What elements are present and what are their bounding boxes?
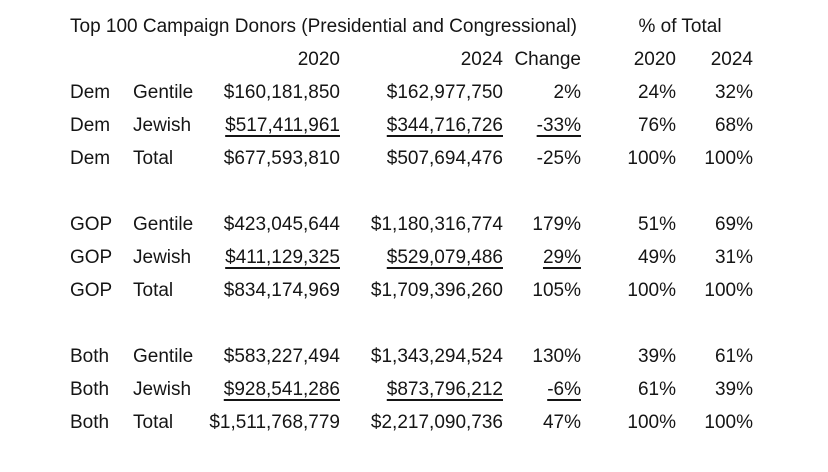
amount-2020-cell: $583,227,494 [223,346,340,367]
pct-2020-cell: 61% [637,379,676,400]
table-row-dem-total: Dem Total $677,593,810 $507,694,476 -25%… [70,142,753,175]
pct-of-total-header: % of Total [638,16,722,37]
amount-2020-cell: $834,174,969 [223,280,340,301]
pct-2020-cell: 49% [637,247,676,268]
underlined-value: 29% [542,247,581,268]
amount-2024-cell: $529,079,486 [340,241,503,274]
pct-2024-cell: 100% [704,148,753,169]
group-header-blank [133,43,203,76]
amount-2020-cell: $423,045,644 [223,214,340,235]
table-row-dem-jewish: Dem Jewish $517,411,961 $344,716,726 -33… [70,109,753,142]
table-row-both-total: Both Total $1,511,768,779 $2,217,090,736… [70,406,753,439]
pct-2020-cell: 39% [637,346,676,367]
pct-2024-cell: 100% [704,412,753,433]
group-cell: Jewish [133,247,192,268]
table-row-dem-gentile: Dem Gentile $160,181,850 $162,977,750 2%… [70,76,753,109]
change-cell: -25% [536,148,581,169]
party-cell: Both [70,346,110,367]
pct-2020-cell: 100% [627,148,676,169]
amount-2024-cell: $162,977,750 [386,82,503,103]
group-cell: Jewish [133,115,192,136]
spacer-row [70,307,753,340]
pct-2024-cell: 68% [714,115,753,136]
col-header-amount-2020: 2020 [297,49,340,70]
table-title: Top 100 Campaign Donors (Presidential an… [70,16,577,37]
group-cell: Total [133,280,174,301]
amount-2024-cell: $1,180,316,774 [370,214,503,235]
underlined-value: $517,411,961 [225,115,340,136]
change-cell: -33% [503,109,581,142]
table-row-gop-jewish: GOP Jewish $411,129,325 $529,079,486 29%… [70,241,753,274]
pct-2020-cell: 100% [627,412,676,433]
col-header-pct-2020: 2020 [633,49,676,70]
amount-2024-cell: $2,217,090,736 [370,412,503,433]
party-cell: GOP [70,247,113,268]
underlined-value: -6% [547,379,581,400]
party-cell: GOP [70,280,113,301]
table-row-gop-total: GOP Total $834,174,969 $1,709,396,260 10… [70,274,753,307]
amount-2020-cell: $1,511,768,779 [209,412,340,433]
amount-2020-cell: $928,541,286 [203,373,340,406]
change-cell: 47% [542,412,581,433]
party-header-blank [70,43,133,76]
underlined-value: -33% [536,115,581,136]
change-cell: 179% [532,214,581,235]
amount-2020-cell: $677,593,810 [223,148,340,169]
pct-2024-cell: 32% [714,82,753,103]
amount-2024-cell: $344,716,726 [340,109,503,142]
col-header-change: Change [514,49,581,70]
underlined-value: $928,541,286 [223,379,340,400]
pct-2024-cell: 69% [714,214,753,235]
change-cell: 2% [553,82,581,103]
group-cell: Jewish [133,379,192,400]
campaign-donors-table: Top 100 Campaign Donors (Presidential an… [70,10,753,439]
underlined-value: $873,796,212 [386,379,503,400]
table-row-both-gentile: Both Gentile $583,227,494 $1,343,294,524… [70,340,753,373]
col-header-amount-2024: 2024 [460,49,503,70]
spacer-row [70,175,753,208]
page-background: { "page": { "background_color": "#ffffff… [0,10,828,472]
party-cell: Dem [70,115,111,136]
amount-2020-cell: $517,411,961 [203,109,340,142]
group-cell: Gentile [133,214,194,235]
title-row: Top 100 Campaign Donors (Presidential an… [70,10,753,43]
group-cell: Gentile [133,346,194,367]
pct-2020-cell: 100% [627,280,676,301]
pct-2020-cell: 76% [637,115,676,136]
table-row-both-jewish: Both Jewish $928,541,286 $873,796,212 -6… [70,373,753,406]
table-row-gop-gentile: GOP Gentile $423,045,644 $1,180,316,774 … [70,208,753,241]
underlined-value: $344,716,726 [386,115,503,136]
party-cell: Dem [70,82,111,103]
pct-2024-cell: 39% [714,379,753,400]
underlined-value: $411,129,325 [225,247,340,268]
party-cell: Dem [70,148,111,169]
amount-2024-cell: $1,709,396,260 [370,280,503,301]
amount-2020-cell: $160,181,850 [223,82,340,103]
change-cell: -6% [503,373,581,406]
pct-2020-cell: 51% [637,214,676,235]
pct-2024-cell: 100% [704,280,753,301]
col-header-pct-2024: 2024 [710,49,753,70]
amount-2024-cell: $507,694,476 [386,148,503,169]
change-cell: 130% [532,346,581,367]
column-header-row: 2020 2024 Change 2020 2024 [70,43,753,76]
pct-2024-cell: 61% [714,346,753,367]
group-cell: Gentile [133,82,194,103]
party-cell: Both [70,412,110,433]
pct-2020-cell: 24% [637,82,676,103]
party-cell: GOP [70,214,113,235]
group-cell: Total [133,412,174,433]
change-cell: 29% [503,241,581,274]
group-cell: Total [133,148,174,169]
underlined-value: $529,079,486 [386,247,503,268]
change-cell: 105% [532,280,581,301]
amount-2024-cell: $873,796,212 [340,373,503,406]
pct-2024-cell: 31% [714,247,753,268]
party-cell: Both [70,379,110,400]
amount-2020-cell: $411,129,325 [203,241,340,274]
amount-2024-cell: $1,343,294,524 [370,346,503,367]
